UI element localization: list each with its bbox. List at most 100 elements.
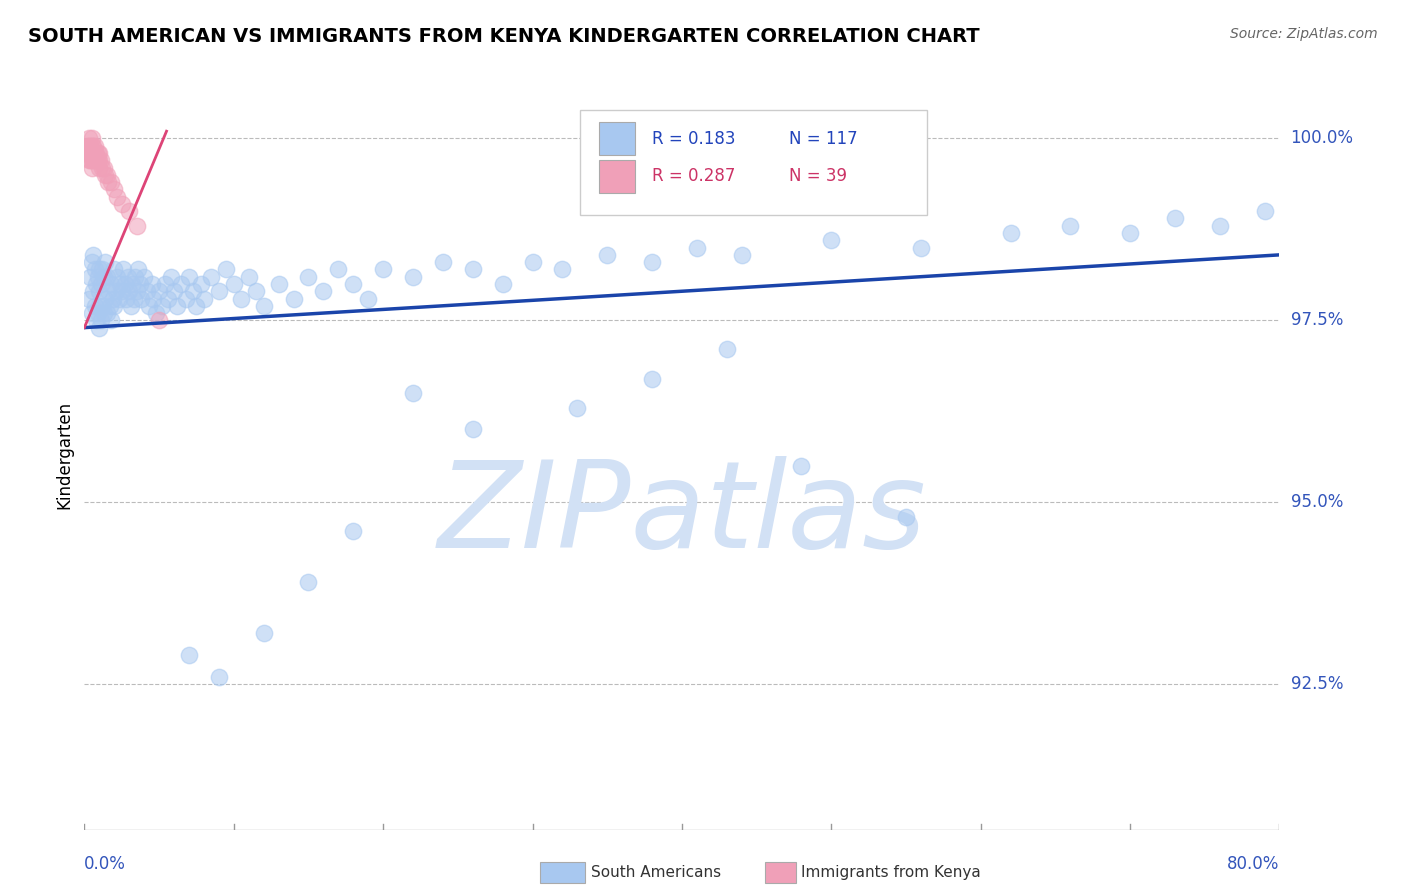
Point — [163, 285, 186, 299]
Text: Immigrants from Kenya: Immigrants from Kenya — [801, 865, 981, 880]
Point — [80, 131, 103, 145]
Point — [283, 292, 305, 306]
Point — [215, 262, 238, 277]
Point — [567, 401, 589, 415]
Point — [150, 299, 173, 313]
Point — [80, 146, 103, 161]
Point — [1253, 204, 1275, 219]
Point — [100, 313, 122, 327]
Point — [125, 219, 148, 233]
Point — [115, 292, 138, 306]
Point — [91, 161, 114, 175]
Point — [136, 285, 159, 299]
Point — [461, 262, 484, 277]
Point — [104, 285, 127, 299]
Point — [90, 277, 112, 291]
Point — [114, 277, 136, 291]
Point — [402, 386, 425, 401]
Text: SOUTH AMERICAN VS IMMIGRANTS FROM KENYA KINDERGARTEN CORRELATION CHART: SOUTH AMERICAN VS IMMIGRANTS FROM KENYA … — [28, 27, 980, 45]
Point — [148, 313, 170, 327]
Point — [94, 255, 117, 269]
Point — [253, 299, 276, 313]
Point — [77, 131, 100, 145]
Point — [77, 138, 100, 153]
Point — [89, 153, 111, 168]
Point — [87, 153, 110, 168]
Y-axis label: Kindergarten: Kindergarten — [55, 401, 73, 509]
Point — [193, 292, 215, 306]
Point — [186, 299, 208, 313]
Point — [91, 299, 114, 313]
Point — [1209, 219, 1232, 233]
Point — [105, 269, 128, 284]
Point — [96, 269, 118, 284]
Point — [100, 277, 122, 291]
Point — [93, 306, 115, 320]
Point — [596, 248, 619, 262]
Point — [177, 269, 200, 284]
Point — [96, 306, 118, 320]
Point — [80, 138, 103, 153]
Point — [253, 626, 276, 640]
Point — [111, 197, 134, 211]
Point — [686, 241, 709, 255]
Text: N = 117: N = 117 — [790, 129, 858, 148]
Point — [80, 161, 103, 175]
Point — [118, 285, 141, 299]
Point — [177, 648, 200, 662]
Point — [432, 255, 454, 269]
Text: 97.5%: 97.5% — [1291, 311, 1343, 329]
Point — [82, 146, 104, 161]
Text: Source: ZipAtlas.com: Source: ZipAtlas.com — [1230, 27, 1378, 41]
Point — [342, 524, 364, 539]
Point — [128, 277, 150, 291]
Point — [183, 285, 205, 299]
Point — [101, 292, 124, 306]
Point — [83, 262, 105, 277]
Point — [79, 138, 101, 153]
Point — [83, 153, 105, 168]
Point — [1164, 211, 1187, 226]
Text: 0.0%: 0.0% — [84, 855, 127, 872]
Point — [83, 146, 105, 161]
Point — [97, 175, 120, 189]
Point — [107, 292, 129, 306]
Point — [105, 189, 128, 203]
Point — [166, 299, 188, 313]
Point — [160, 269, 183, 284]
Point — [83, 299, 105, 313]
FancyBboxPatch shape — [599, 122, 636, 155]
Point — [127, 262, 149, 277]
Point — [86, 146, 108, 161]
Point — [373, 262, 395, 277]
Text: R = 0.287: R = 0.287 — [652, 167, 735, 186]
Text: R = 0.183: R = 0.183 — [652, 129, 735, 148]
Point — [112, 262, 135, 277]
Point — [208, 285, 231, 299]
Point — [100, 175, 122, 189]
Point — [83, 138, 105, 153]
Point — [79, 146, 101, 161]
Point — [118, 204, 141, 219]
Text: 92.5%: 92.5% — [1291, 675, 1343, 693]
Point — [641, 371, 664, 385]
Point — [238, 269, 260, 284]
Point — [94, 168, 117, 182]
FancyBboxPatch shape — [599, 160, 636, 193]
Point — [96, 168, 118, 182]
Point — [910, 241, 932, 255]
Point — [245, 285, 267, 299]
Point — [522, 255, 544, 269]
Point — [117, 269, 139, 284]
Point — [132, 269, 156, 284]
Point — [87, 146, 110, 161]
Point — [148, 285, 170, 299]
Point — [145, 306, 167, 320]
Point — [82, 138, 104, 153]
Point — [89, 299, 111, 313]
Point — [153, 277, 176, 291]
Point — [551, 262, 574, 277]
Point — [89, 161, 111, 175]
Point — [141, 277, 163, 291]
Point — [170, 277, 193, 291]
